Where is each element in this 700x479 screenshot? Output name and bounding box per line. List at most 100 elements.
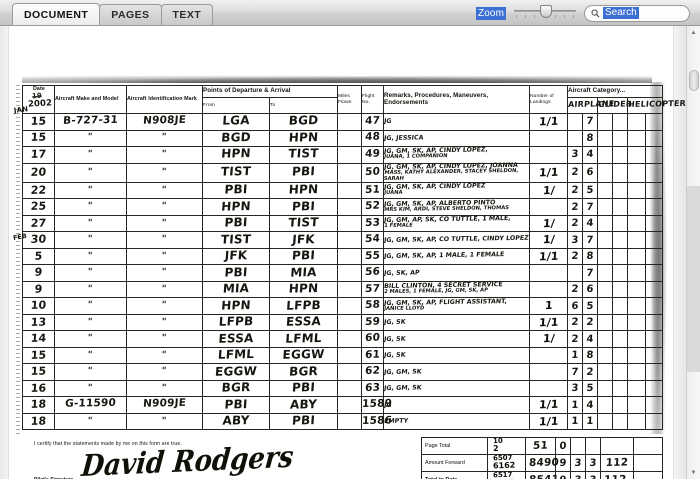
cell-landings	[529, 280, 568, 299]
cell-cat-airplane-hours	[567, 113, 583, 131]
cell-landings: 1/1	[529, 313, 568, 332]
document-viewer-canvas[interactable]: Date 19 2002 JAN Aircraft Make and Model…	[0, 26, 686, 479]
search-icon	[591, 8, 600, 17]
cell-miles	[337, 412, 362, 431]
table-row: FEB 30 " " TIST JFK 54 JG, GM, SK, AP, CO TUTTL…	[12, 231, 664, 249]
header-cat-helicopter: HELICOPTER	[626, 97, 686, 114]
totals-label: Total to Date	[421, 471, 488, 479]
vertical-scrollbar[interactable]: ▲ ▼	[686, 26, 700, 479]
cell-ident-mark: N909JE	[126, 396, 203, 414]
cell-miles	[337, 280, 362, 299]
header-from: From	[202, 97, 270, 114]
cell-cat-airplane-hours	[567, 264, 583, 282]
cell-landings: 1/1	[529, 412, 568, 431]
cell-flight-no: 57	[361, 280, 384, 299]
totals-row: Amount Forward 6507 6162 8490 9 3 3 112	[421, 454, 663, 472]
cell-cat-glider-tenths	[612, 214, 628, 233]
cell-to: LFML	[269, 330, 338, 348]
cell-date: 25	[22, 198, 55, 216]
scroll-up-arrow-icon[interactable]: ▲	[690, 29, 697, 36]
zoom-slider[interactable]	[514, 4, 576, 22]
cell-cat-airplane-hours: 3	[567, 146, 583, 164]
cell-miles	[337, 198, 362, 216]
cell-to: JFK	[269, 231, 338, 249]
zoom-tick	[573, 15, 574, 18]
cell-to: TIST	[269, 146, 338, 164]
tab-pages[interactable]: PAGES	[99, 4, 162, 25]
cell-from: LGA	[202, 113, 270, 131]
cell-landings: 1/	[529, 231, 568, 249]
header-flight-no: Flight No.	[361, 85, 384, 114]
view-mode-tabs: DOCUMENT PAGES TEXT	[12, 0, 214, 25]
table-row: 10 " " HPN LFPB 58 JG, GM, SK, AP, FLIGHT ASSI…	[22, 297, 664, 315]
totals-col6: 112	[600, 454, 634, 472]
cell-landings	[529, 198, 568, 216]
cell-miles	[337, 313, 362, 332]
cell-cat-airplane-hours: 1	[567, 412, 583, 431]
cell-cat-helicopter-tenths	[644, 412, 664, 431]
header-miles: Miles Flown	[337, 85, 362, 114]
cell-cat-glider-tenths	[612, 162, 628, 183]
cell-cat-airplane-tenths: 1	[582, 412, 598, 431]
cell-remarks: JG, JESSICA	[383, 129, 530, 147]
header-category: Aircraft Category...	[566, 84, 664, 99]
scroll-down-arrow-icon[interactable]: ▼	[690, 469, 697, 476]
cell-from: PBI	[202, 214, 270, 233]
cell-cat-glider-hours	[597, 297, 613, 315]
zoom-slider-thumb[interactable]	[540, 5, 552, 18]
cell-cat-airplane-tenths: 4	[582, 396, 598, 414]
tab-document[interactable]: DOCUMENT	[12, 3, 101, 25]
cell-cat-airplane-tenths: 7	[582, 231, 598, 249]
cell-cat-airplane-tenths: 2	[582, 363, 598, 381]
totals-col5: 3	[585, 471, 601, 479]
cell-make-model: "	[54, 231, 127, 249]
cell-make-model: "	[54, 363, 127, 381]
cell-to: PBI	[269, 198, 338, 216]
table-row: 15 " " BGD HPN 48 JG, JESSICA 8	[22, 129, 664, 147]
cell-landings: 1	[529, 297, 568, 315]
cell-cat-helicopter-tenths	[644, 146, 664, 164]
cell-from: HPN	[202, 297, 270, 315]
cell-date: 18	[22, 412, 55, 431]
scanned-page[interactable]: Date 19 2002 JAN Aircraft Make and Model…	[10, 26, 686, 479]
cell-cat-airplane-hours: 2	[567, 330, 583, 348]
cell-make-model: "	[54, 379, 127, 398]
cell-to: BGD	[269, 113, 338, 131]
zoom-tick	[564, 15, 565, 18]
cell-cat-helicopter-hours	[627, 280, 646, 299]
scrollbar-thumb[interactable]	[689, 70, 699, 91]
cell-to: TIST	[269, 214, 338, 233]
table-row: 18 G-11590 N909JE PBI ABY 1589 JG 1/1 1 4	[22, 396, 664, 414]
cell-cat-glider-hours	[597, 231, 613, 249]
header-cat-glider: GLIDER	[597, 97, 632, 114]
cell-from: TIST	[202, 231, 270, 249]
cell-cat-helicopter-hours	[627, 231, 646, 249]
cell-cat-helicopter-hours	[627, 297, 646, 315]
cell-flight-no: 56	[361, 264, 384, 282]
header-landings: Number of Landings	[529, 85, 568, 114]
scrollbar-track[interactable]	[687, 186, 700, 372]
cell-cat-helicopter-hours	[627, 363, 646, 381]
cell-remarks: JG, GM, SK, AP, 1 MALE, 1 FEMALE	[383, 247, 530, 266]
cell-from: HPN	[202, 198, 270, 216]
totals-landings: 10 2	[487, 437, 526, 455]
cell-date: 15	[22, 346, 55, 365]
page-gutter-left	[0, 26, 9, 479]
table-row: 25 " " HPN PBI 52 JG, GM, SK, AP, ALBERTO PINT…	[22, 198, 664, 216]
cell-ident-mark: "	[126, 146, 203, 164]
cell-cat-airplane-hours: 2	[567, 214, 583, 233]
search-input[interactable]: Search	[584, 4, 690, 22]
cell-ident-mark: "	[126, 181, 203, 200]
cell-flight-no: 54	[361, 231, 384, 249]
zoom-tick	[555, 15, 556, 18]
cell-to: ESSA	[269, 313, 338, 332]
cell-landings	[529, 379, 568, 398]
cell-cat-helicopter-tenths	[644, 264, 664, 282]
cell-flight-no: 49	[361, 146, 384, 164]
cell-from: PBI	[202, 181, 270, 200]
cell-cat-helicopter-hours	[627, 396, 646, 414]
tab-text[interactable]: TEXT	[160, 4, 214, 25]
cell-make-model: "	[54, 313, 127, 332]
scan-edge-left	[16, 82, 20, 434]
cell-flight-no: 47	[361, 113, 384, 131]
